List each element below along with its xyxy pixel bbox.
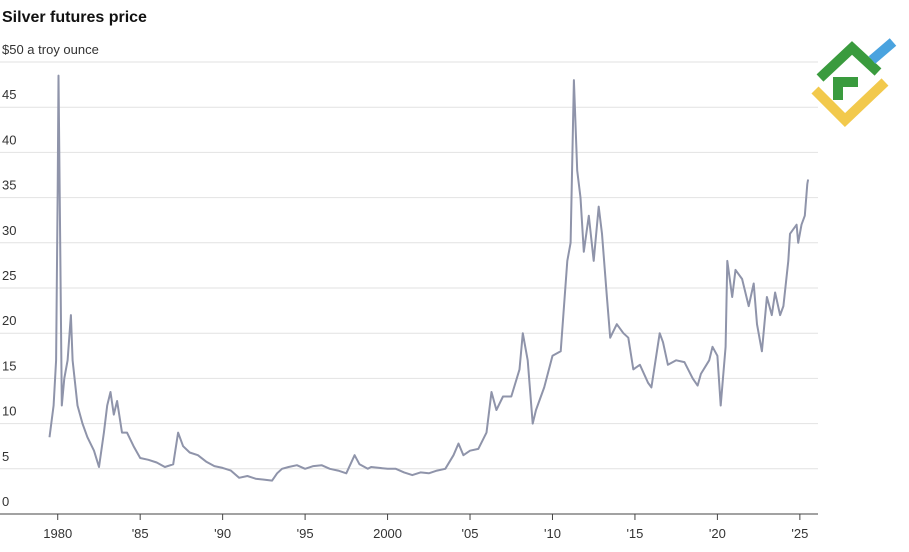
x-tick-label: 1980: [43, 526, 72, 541]
y-tick-label: 45: [2, 87, 16, 102]
x-tick-label: 2000: [373, 526, 402, 541]
x-tick-label: '05: [462, 526, 479, 541]
x-tick-label: '10: [544, 526, 561, 541]
y-tick-label: 0: [2, 494, 9, 509]
x-tick-label: '25: [791, 526, 808, 541]
x-tick-label: '85: [132, 526, 149, 541]
y-tick-label: 35: [2, 178, 16, 193]
y-tick-label: 25: [2, 268, 16, 283]
y-tick-label: 20: [2, 313, 16, 328]
x-tick-label: '15: [626, 526, 643, 541]
y-tick-label: 10: [2, 404, 16, 419]
y-tick-label: 15: [2, 358, 16, 373]
y-tick-label: 5: [2, 449, 9, 464]
x-tick-label: '90: [214, 526, 231, 541]
y-tick-label: 30: [2, 223, 16, 238]
y-tick-label: 40: [2, 132, 16, 147]
price-line: [48, 74, 810, 482]
x-tick-label: '95: [297, 526, 314, 541]
chart-title: Silver futures price: [2, 9, 147, 26]
logo: [811, 38, 897, 127]
y-tick-label: $50 a troy ounce: [2, 42, 99, 57]
x-tick-label: '20: [709, 526, 726, 541]
